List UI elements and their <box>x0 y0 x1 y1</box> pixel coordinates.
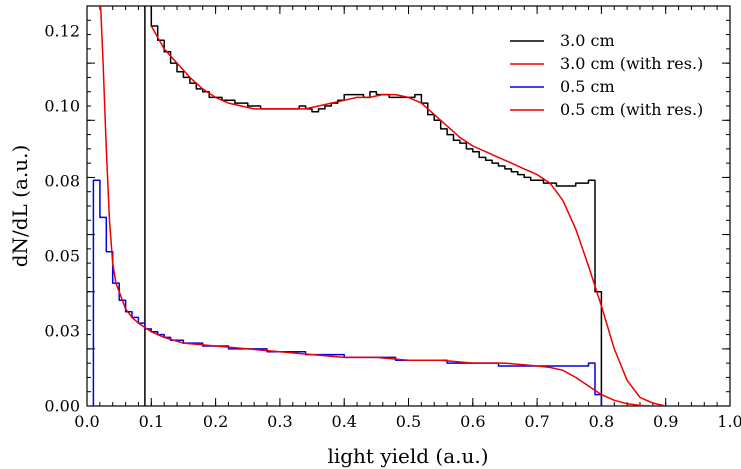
legend-label: 0.5 cm <box>560 77 615 96</box>
y-tick-label: 0.08 <box>44 172 80 191</box>
y-tick-label: 0.12 <box>44 22 80 41</box>
x-tick-label: 0.5 <box>396 412 421 431</box>
series-line-3 <box>99 6 653 406</box>
legend-label: 0.5 cm (with res.) <box>560 100 703 119</box>
x-tick-label: 0.9 <box>653 412 678 431</box>
legend: 3.0 cm 3.0 cm (with res.) 0.5 cm 0.5 cm (wi… <box>510 31 703 119</box>
tick-labels: 0.0 0.1 0.2 0.3 0.4 0.5 0.6 0.7 0.8 0.9 1.0 0.00 0.0… <box>44 22 741 432</box>
series-layer <box>92 6 666 406</box>
x-tick-label: 0.7 <box>524 412 549 431</box>
x-tick-label: 0.0 <box>74 412 99 431</box>
x-axis-label: light yield (a.u.) <box>327 444 488 468</box>
legend-label: 3.0 cm <box>560 31 615 50</box>
x-tick-label: 0.8 <box>589 412 614 431</box>
y-tick-label: 0.03 <box>44 322 80 341</box>
x-tick-label: 0.4 <box>331 412 356 431</box>
y-tick-label: 0.10 <box>44 97 80 116</box>
x-tick-label: 1.0 <box>717 412 741 431</box>
y-tick-label: 0.05 <box>44 247 80 266</box>
x-tick-label: 0.2 <box>203 412 228 431</box>
series-line-1 <box>150 25 666 406</box>
plot-area <box>86 5 731 407</box>
series-line-0 <box>144 6 603 406</box>
legend-label: 3.0 cm (with res.) <box>560 54 703 73</box>
y-tick-label: 0.00 <box>44 397 80 416</box>
x-tick-label: 0.3 <box>267 412 292 431</box>
x-tick-label: 0.6 <box>460 412 485 431</box>
x-tick-label: 0.1 <box>139 412 164 431</box>
y-axis-label: dN/dL (a.u.) <box>8 145 32 268</box>
